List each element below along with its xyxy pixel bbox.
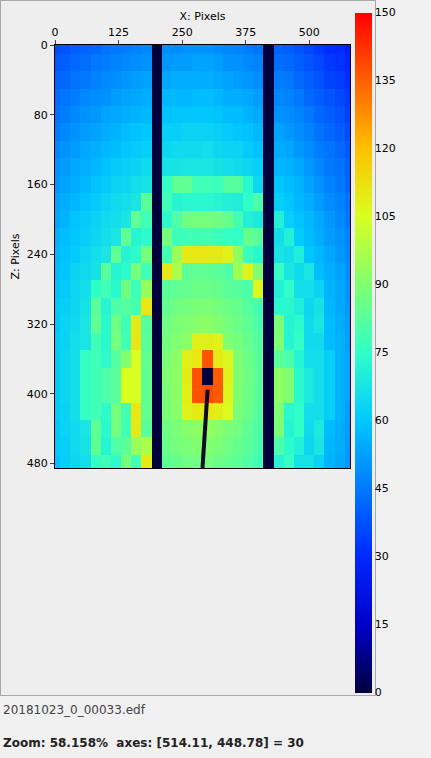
html-text:Zoom: 58.158% axes: [514.11, 4: Zoom: 58.158% axes: [514.11, 448.78] = 3… [3,736,304,750]
svg-text:0: 0 [41,39,48,52]
svg-text:480: 480 [27,457,48,470]
svg-text:0: 0 [52,26,59,39]
svg-text:240: 240 [27,248,48,261]
svg-text:500: 500 [299,26,320,39]
svg-text:135: 135 [375,74,396,87]
svg-text:80: 80 [34,109,48,122]
svg-text:0: 0 [375,686,382,699]
svg-text:Z: Pixels: Z: Pixels [9,233,22,279]
svg-text:30: 30 [375,550,389,563]
svg-text:45: 45 [375,482,389,495]
html-text:20181023_0_00033.edf: 20181023_0_00033.edf [3,703,145,717]
svg-text:105: 105 [375,210,396,223]
svg-text:X: Pixels: X: Pixels [180,10,226,23]
svg-text:120: 120 [375,142,396,155]
svg-text:400: 400 [27,388,48,401]
svg-text:160: 160 [27,178,48,191]
svg-text:90: 90 [375,278,389,291]
svg-text:250: 250 [172,26,193,39]
svg-text:15: 15 [375,618,389,631]
svg-text:150: 150 [375,6,396,19]
svg-text:125: 125 [108,26,129,39]
svg-text:60: 60 [375,414,389,427]
svg-text:375: 375 [235,26,256,39]
svg-text:320: 320 [27,318,48,331]
svg-text:75: 75 [375,346,389,359]
